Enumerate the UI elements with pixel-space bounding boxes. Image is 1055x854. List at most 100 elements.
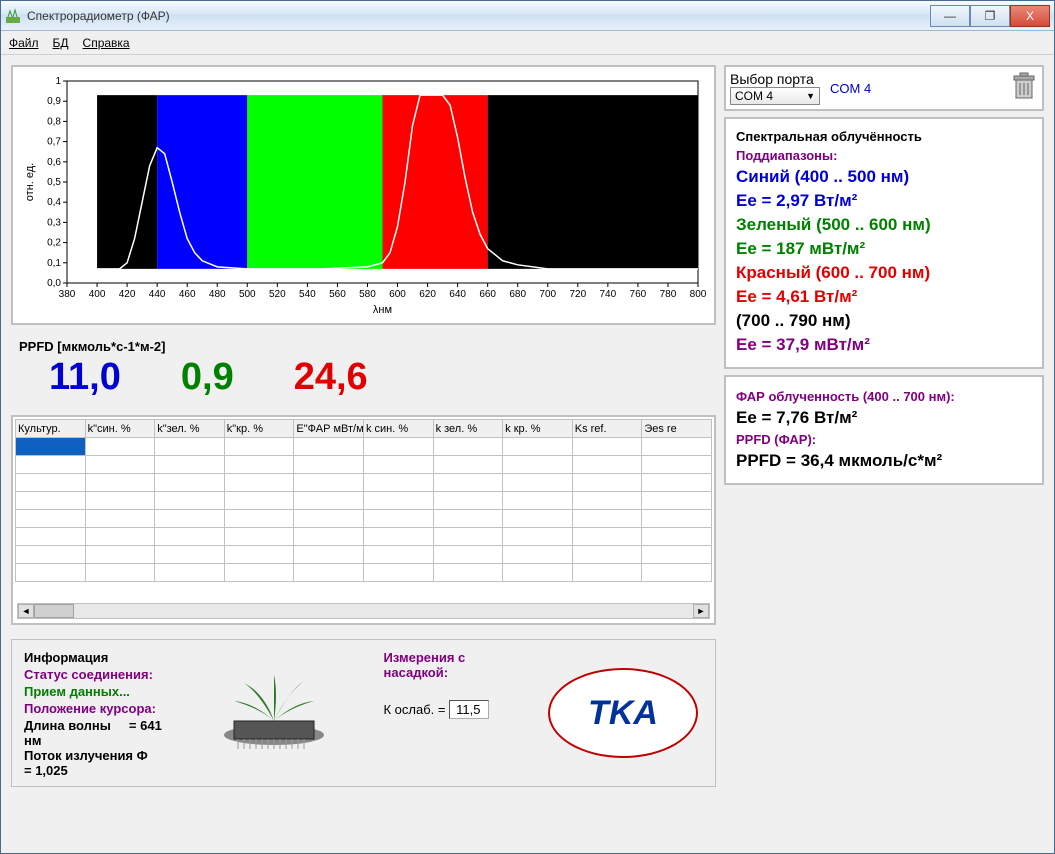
ir-range-label: (700 .. 790 нм): [736, 311, 1032, 331]
svg-text:400: 400: [89, 289, 106, 300]
svg-text:540: 540: [299, 289, 316, 300]
horizontal-scrollbar[interactable]: ◄ ►: [17, 603, 710, 619]
ppfd-par-value: PPFD = 36,4 мкмоль/с*м²: [736, 451, 1032, 471]
table-row[interactable]: [16, 528, 712, 546]
svg-text:500: 500: [239, 289, 256, 300]
table-row[interactable]: [16, 546, 712, 564]
ir-range-value: Ee = 37,9 мВт/м²: [736, 335, 1032, 355]
connection-status-value: Прием данных...: [24, 684, 164, 699]
svg-text:0,0: 0,0: [47, 278, 61, 289]
table-header[interactable]: k зел. %: [433, 420, 503, 438]
port-select[interactable]: COM 4 ▼: [730, 87, 820, 105]
info-panel: Информация Статус соединения: Прием данн…: [11, 639, 716, 787]
svg-text:0,1: 0,1: [47, 258, 61, 269]
svg-text:440: 440: [149, 289, 166, 300]
red-range-value: Ee = 4,61 Вт/м²: [736, 287, 1032, 307]
svg-text:560: 560: [329, 289, 346, 300]
logo-area: TKA: [543, 648, 703, 778]
flux-label: Поток излучения Ф: [24, 748, 148, 763]
par-panel: ФАР облученность (400 .. 700 нм): Ee = 7…: [724, 375, 1044, 485]
scroll-left-button[interactable]: ◄: [18, 604, 34, 618]
svg-text:0,6: 0,6: [47, 157, 61, 168]
logo-text: TKA: [588, 694, 658, 733]
subranges-label: Поддиапазоны:: [736, 148, 1032, 163]
ppfd-panel: PPFD [мкмоль*с-1*м-2] 11,0 0,9 24,6: [11, 335, 716, 405]
port-status: COM 4: [830, 81, 871, 96]
menubar: Файл БД Справка: [1, 31, 1054, 55]
menu-file[interactable]: Файл: [9, 36, 39, 50]
ppfd-par-title: PPFD (ФАР):: [736, 432, 1032, 447]
ppfd-label: PPFD [мкмоль*с-1*м-2]: [19, 339, 708, 354]
svg-text:660: 660: [479, 289, 496, 300]
table-header[interactable]: k син. %: [363, 420, 433, 438]
menu-help[interactable]: Справка: [83, 36, 130, 50]
minimize-button[interactable]: —: [930, 5, 970, 27]
svg-text:0,2: 0,2: [47, 238, 61, 249]
svg-text:0,9: 0,9: [47, 96, 61, 107]
titlebar: Спектрорадиометр (ФАР) — ❐ X: [1, 1, 1054, 31]
chevron-down-icon: ▼: [806, 91, 815, 101]
table-row[interactable]: [16, 474, 712, 492]
svg-text:420: 420: [119, 289, 136, 300]
port-label: Выбор порта: [730, 71, 820, 87]
blue-range-label: Синий (400 .. 500 нм): [736, 167, 1032, 187]
koeff-value[interactable]: 11,5: [449, 700, 489, 719]
svg-text:0,7: 0,7: [47, 137, 61, 148]
spectrum-chart: 3804004204404604805005205405605806006206…: [11, 65, 716, 325]
svg-text:760: 760: [630, 289, 647, 300]
table-header[interactable]: Ks ref.: [572, 420, 642, 438]
par-title: ФАР облученность (400 .. 700 нм):: [736, 389, 1032, 404]
app-icon: [5, 8, 21, 24]
ppfd-blue-value: 11,0: [49, 356, 121, 399]
svg-text:740: 740: [600, 289, 617, 300]
red-range-label: Красный (600 .. 700 нм): [736, 263, 1032, 283]
trash-icon[interactable]: [1010, 72, 1038, 105]
koeff-label: К ослаб. =: [384, 702, 446, 717]
connection-status-label: Статус соединения:: [24, 667, 164, 682]
table-header[interactable]: k"син. %: [85, 420, 155, 438]
table-header[interactable]: Культур.: [16, 420, 86, 438]
wavelength-label: Длина волны: [24, 718, 111, 733]
svg-text:λнм: λнм: [373, 304, 392, 316]
svg-text:0,4: 0,4: [47, 197, 61, 208]
svg-text:380: 380: [59, 289, 76, 300]
data-table[interactable]: Культур.k"син. %k"зел. %k"кр. %E"ФАР мВт…: [15, 419, 712, 582]
table-row[interactable]: [16, 564, 712, 582]
close-button[interactable]: X: [1010, 5, 1050, 27]
table-header[interactable]: Эes re: [642, 420, 712, 438]
scroll-thumb[interactable]: [34, 604, 74, 618]
table-header[interactable]: k"кр. %: [224, 420, 294, 438]
svg-text:отн. ед.: отн. ед.: [24, 163, 36, 201]
svg-text:780: 780: [660, 289, 677, 300]
svg-text:1: 1: [55, 76, 61, 87]
green-range-label: Зеленый (500 .. 600 нм): [736, 215, 1032, 235]
table-row[interactable]: [16, 438, 712, 456]
svg-text:640: 640: [449, 289, 466, 300]
svg-text:0,8: 0,8: [47, 116, 61, 127]
table-row[interactable]: [16, 492, 712, 510]
cursor-position-label: Положение курсора:: [24, 701, 164, 716]
svg-text:680: 680: [509, 289, 526, 300]
table-header[interactable]: k кр. %: [503, 420, 573, 438]
scroll-right-button[interactable]: ►: [693, 604, 709, 618]
table-header[interactable]: k"зел. %: [155, 420, 225, 438]
irradiance-title: Спектральная облучённость: [736, 129, 1032, 144]
svg-text:700: 700: [539, 289, 556, 300]
svg-text:620: 620: [419, 289, 436, 300]
port-selected: COM 4: [735, 89, 773, 103]
svg-text:520: 520: [269, 289, 286, 300]
svg-text:460: 460: [179, 289, 196, 300]
table-header[interactable]: E"ФАР мВт/м2: [294, 420, 364, 438]
table-row[interactable]: [16, 456, 712, 474]
maximize-button[interactable]: ❐: [970, 5, 1010, 27]
svg-text:600: 600: [389, 289, 406, 300]
svg-text:0,3: 0,3: [47, 217, 61, 228]
info-title: Информация: [24, 650, 164, 665]
table-row[interactable]: [16, 510, 712, 528]
menu-db[interactable]: БД: [53, 36, 69, 50]
data-table-panel: Культур.k"син. %k"зел. %k"кр. %E"ФАР мВт…: [11, 415, 716, 625]
port-panel: Выбор порта COM 4 ▼ COM 4: [724, 65, 1044, 111]
app-window: Спектрорадиометр (ФАР) — ❐ X Файл БД Спр…: [0, 0, 1055, 854]
svg-text:720: 720: [569, 289, 586, 300]
chip-plant-icon: [204, 673, 344, 753]
